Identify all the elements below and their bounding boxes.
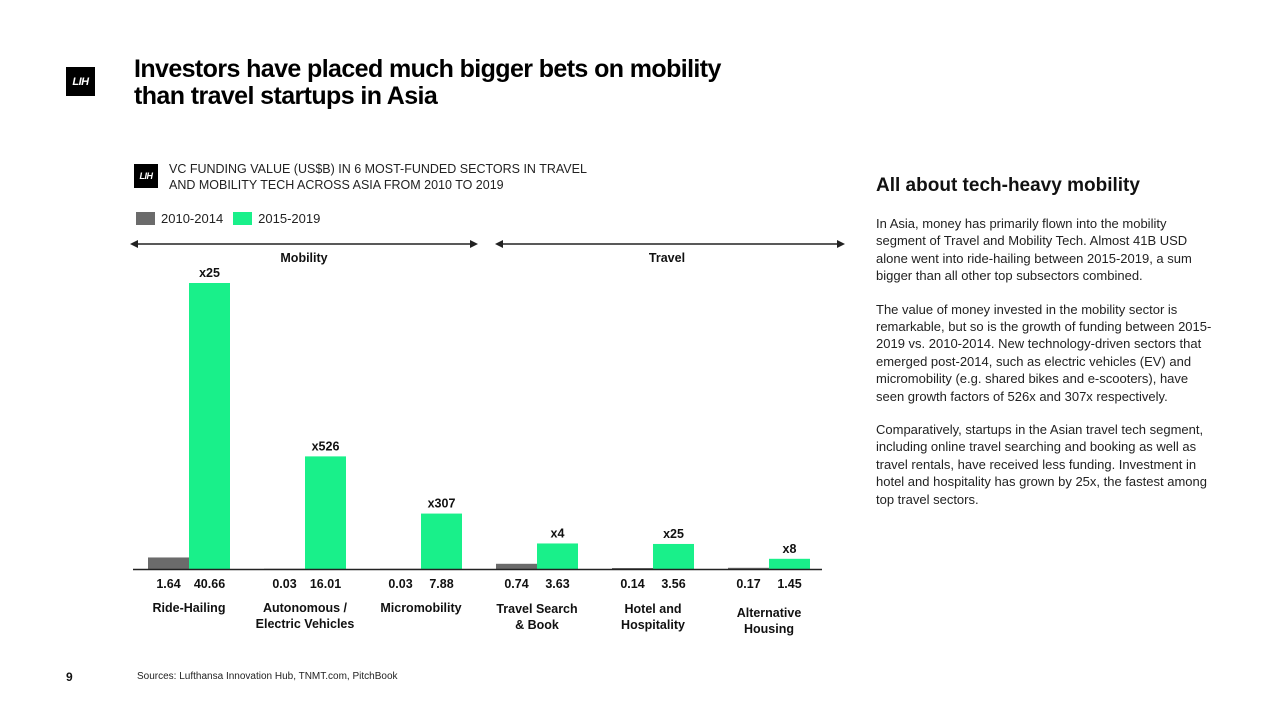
- value-label-2015-2019: 3.56: [661, 577, 685, 591]
- sidebar-paragraph-1: In Asia, money has primarily flown into …: [876, 216, 1192, 284]
- value-label-2010-2014: 0.14: [620, 577, 644, 591]
- group-label-mobility: Mobility: [280, 251, 327, 265]
- value-label-2015-2019: 3.63: [545, 577, 569, 591]
- bar-2015-2019: [305, 456, 346, 569]
- category-label: Electric Vehicles: [256, 617, 355, 631]
- value-label-2010-2014: 0.03: [272, 577, 296, 591]
- page-title-line2: than travel startups in Asia: [134, 82, 438, 110]
- group-arrow-mobility-right-head: [470, 240, 478, 248]
- growth-label: x526: [312, 439, 340, 453]
- value-label-2015-2019: 40.66: [194, 577, 225, 591]
- bar-2015-2019: [421, 513, 462, 569]
- growth-label: x25: [663, 527, 684, 541]
- category-label: Hospitality: [621, 618, 685, 632]
- sidebar-paragraph-3: Comparatively, startups in the Asian tra…: [876, 422, 1207, 507]
- growth-label: x4: [551, 526, 565, 540]
- growth-label: x25: [199, 266, 220, 280]
- group-arrow-travel-right-head: [837, 240, 845, 248]
- value-label-2010-2014: 0.03: [388, 577, 412, 591]
- value-label-2010-2014: 1.64: [156, 577, 180, 591]
- bar-2015-2019: [653, 543, 694, 569]
- category-label: & Book: [515, 618, 559, 632]
- chart-title-line2: AND MOBILITY TECH ACROSS ASIA FROM 2010 …: [169, 178, 504, 192]
- group-arrow-travel-left-head: [495, 240, 503, 248]
- bar-chart: Mobility Travel x25 1.64 40.66 Ride-Hailing x5…: [130, 240, 845, 636]
- value-label-2015-2019: 16.01: [310, 577, 341, 591]
- sidebar-paragraph-2: The value of money invested in the mobil…: [876, 301, 1212, 404]
- legend-label-2010: 2010-2014: [161, 211, 224, 226]
- category-label: Housing: [744, 622, 794, 636]
- legend-item-2015: 2015-2019: [233, 211, 320, 226]
- bar-2015-2019: [189, 283, 230, 569]
- category-label: Hotel and: [625, 602, 682, 616]
- bar-2015-2019: [769, 558, 810, 569]
- chart-legend: 2010-2014 2015-2019: [136, 211, 330, 226]
- brand-logo: LIH: [66, 67, 95, 96]
- chart-title-line1: VC FUNDING VALUE (US$B) IN 6 MOST-FUNDED…: [169, 162, 587, 176]
- growth-label: x8: [783, 542, 797, 556]
- bar-2010-2014: [496, 563, 537, 569]
- legend-label-2015: 2015-2019: [258, 211, 321, 226]
- legend-swatch-2010: [136, 212, 155, 225]
- sidebar-heading: All about tech-heavy mobility: [876, 175, 1140, 196]
- value-label-2015-2019: 1.45: [777, 577, 801, 591]
- group-arrow-mobility-left-head: [130, 240, 138, 248]
- growth-label: x307: [428, 497, 456, 511]
- legend-swatch-2015: [233, 212, 253, 225]
- group-label-travel: Travel: [649, 251, 685, 265]
- category-label: Micromobility: [380, 601, 461, 615]
- category-label: Travel Search: [496, 602, 577, 616]
- sources-note: Sources: Lufthansa Innovation Hub, TNMT.…: [137, 671, 398, 682]
- bar-2015-2019: [537, 543, 578, 569]
- category-label: Ride-Hailing: [153, 601, 226, 615]
- value-label-2015-2019: 7.88: [429, 577, 453, 591]
- legend-item-2010: 2010-2014: [136, 211, 223, 226]
- bar-2010-2014: [612, 568, 653, 569]
- chart-logo: LIH: [134, 164, 158, 188]
- page-title: Investors have placed much bigger bets o…: [134, 56, 834, 110]
- bar-2010-2014: [728, 567, 769, 569]
- category-label: Alternative: [737, 606, 802, 620]
- value-label-2010-2014: 0.74: [504, 577, 528, 591]
- page-number: 9: [66, 670, 73, 684]
- page-title-line1: Investors have placed much bigger bets o…: [134, 55, 721, 83]
- sidebar-text: In Asia, money has primarily flown into …: [876, 215, 1212, 524]
- value-label-2010-2014: 0.17: [736, 577, 760, 591]
- category-label: Autonomous /: [263, 601, 348, 615]
- bar-2010-2014: [148, 557, 189, 569]
- chart-title: VC FUNDING VALUE (US$B) IN 6 MOST-FUNDED…: [169, 161, 639, 193]
